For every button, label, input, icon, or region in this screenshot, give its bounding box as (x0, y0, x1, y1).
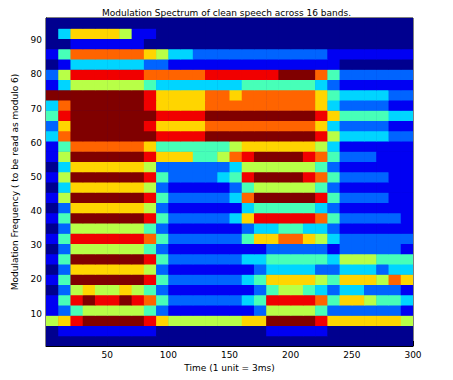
svg-text:150: 150 (221, 350, 238, 360)
svg-text:90: 90 (31, 35, 43, 45)
svg-text:250: 250 (343, 350, 360, 360)
svg-text:20: 20 (31, 274, 43, 284)
svg-text:100: 100 (160, 350, 177, 360)
svg-text:Modulation Spectrum of clean s: Modulation Spectrum of clean speech acro… (102, 8, 351, 18)
svg-text:300: 300 (404, 350, 421, 360)
svg-text:10: 10 (31, 309, 43, 319)
svg-text:80: 80 (31, 69, 43, 79)
svg-text:Modulation Frequency ( to be r: Modulation Frequency ( to be read as mod… (10, 74, 20, 291)
svg-text:200: 200 (282, 350, 299, 360)
svg-text:40: 40 (31, 206, 43, 216)
svg-text:50: 50 (31, 172, 43, 182)
svg-text:70: 70 (31, 104, 43, 114)
svg-text:30: 30 (31, 240, 43, 250)
svg-text:Time (1 unit = 3ms): Time (1 unit = 3ms) (183, 363, 274, 373)
svg-text:50: 50 (101, 350, 113, 360)
svg-text:60: 60 (31, 138, 43, 148)
